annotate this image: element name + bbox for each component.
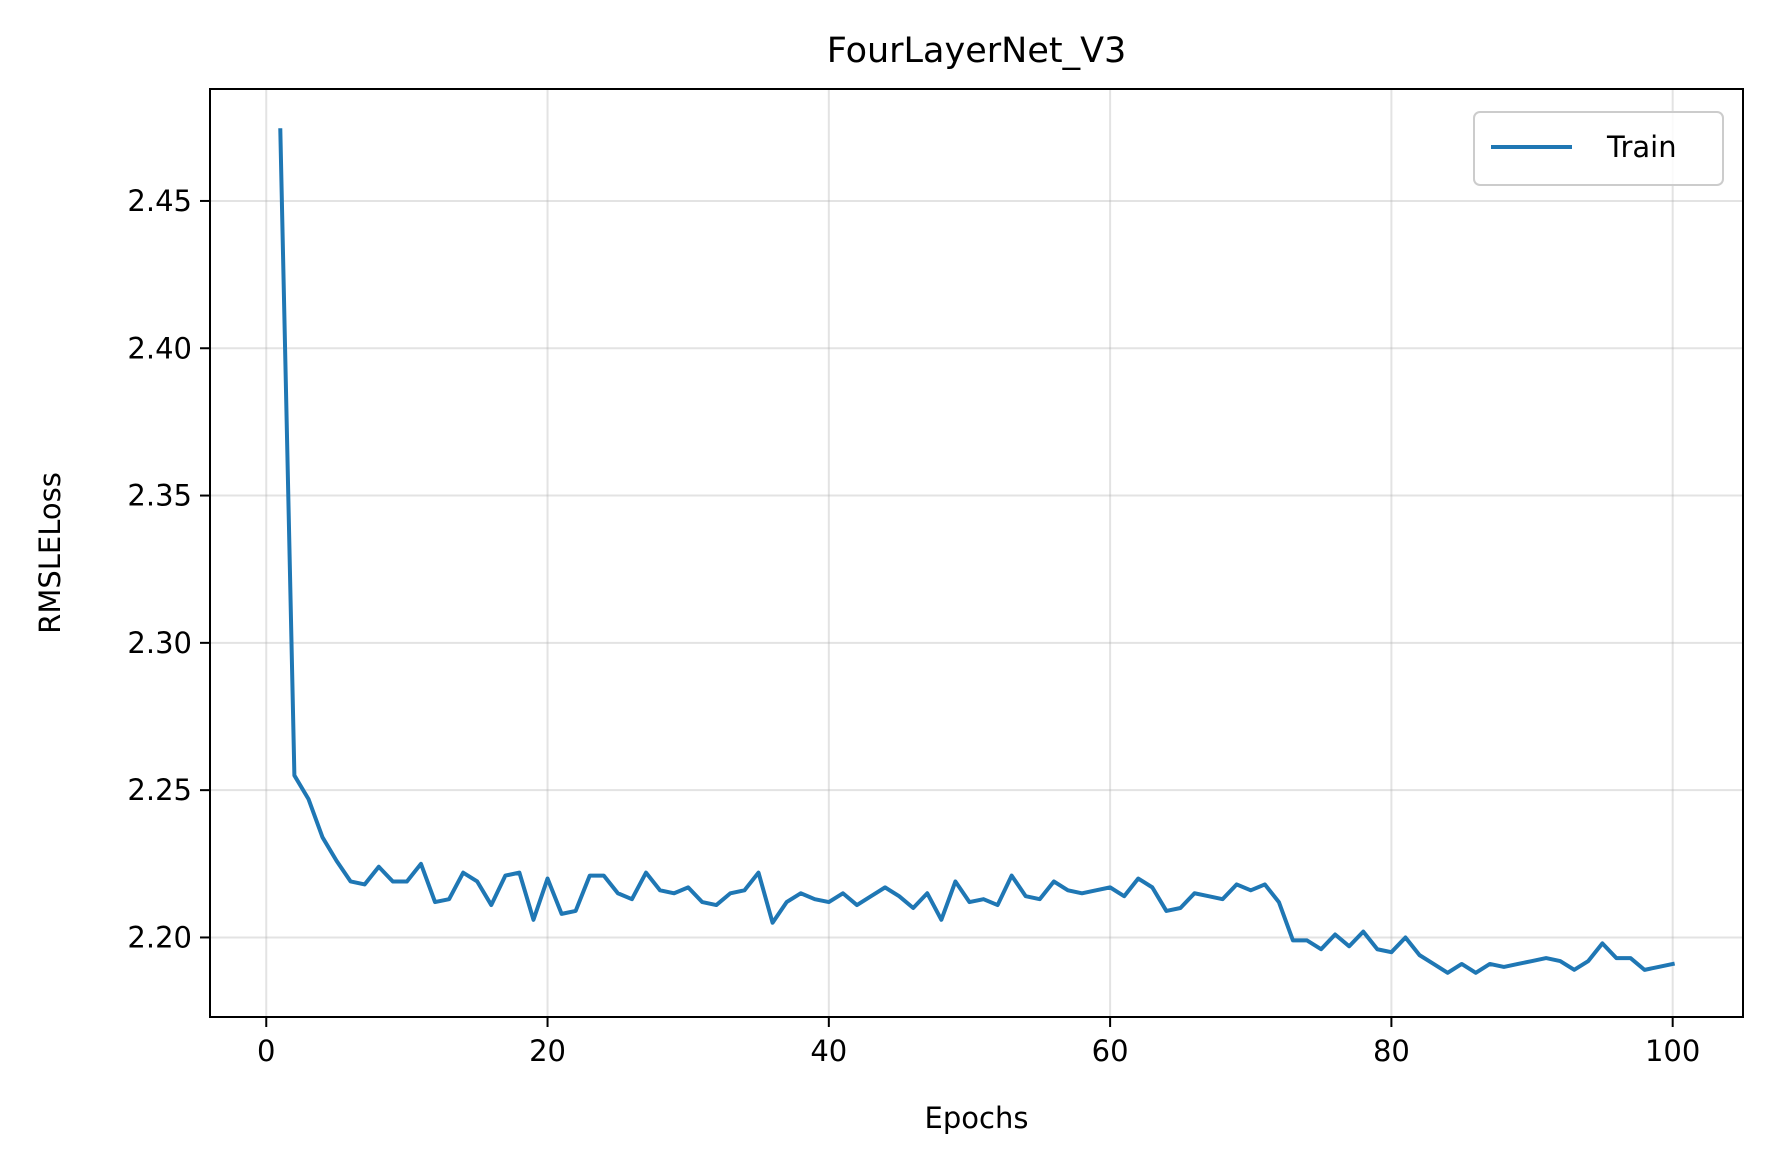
x-tick-label: 0 <box>257 1034 275 1068</box>
axis-ticks: 0 20 40 60 80 100 2.20 2.25 2.30 2.35 2.40 2.45 <box>127 184 1700 1068</box>
y-tick-label: 2.20 <box>127 920 192 954</box>
legend: Train <box>1473 111 1724 186</box>
plot-area <box>210 89 1743 1017</box>
legend-box <box>1473 111 1724 186</box>
x-tick-label: 40 <box>810 1034 847 1068</box>
series-layer <box>278 128 1676 975</box>
x-tick-label: 80 <box>1373 1034 1410 1068</box>
y-tick-label: 2.45 <box>127 184 192 218</box>
series-line-train <box>278 128 1676 975</box>
y-tick-label: 2.35 <box>127 479 192 513</box>
x-axis-title: Epochs <box>925 1101 1029 1135</box>
y-tick-label: 2.25 <box>127 773 192 807</box>
y-tick-label: 2.40 <box>127 331 192 365</box>
chart-title: FourLayerNet_V3 <box>827 31 1127 71</box>
x-tick-label: 20 <box>529 1034 566 1068</box>
y-axis-title: RMSLELoss <box>33 472 67 634</box>
plot-frame <box>209 88 1744 1018</box>
legend-label-train: Train <box>1606 130 1677 164</box>
grid-lines <box>210 89 1743 1017</box>
x-tick-label: 100 <box>1645 1034 1700 1068</box>
x-tick-label: 60 <box>1092 1034 1129 1068</box>
y-tick-label: 2.30 <box>127 626 192 660</box>
